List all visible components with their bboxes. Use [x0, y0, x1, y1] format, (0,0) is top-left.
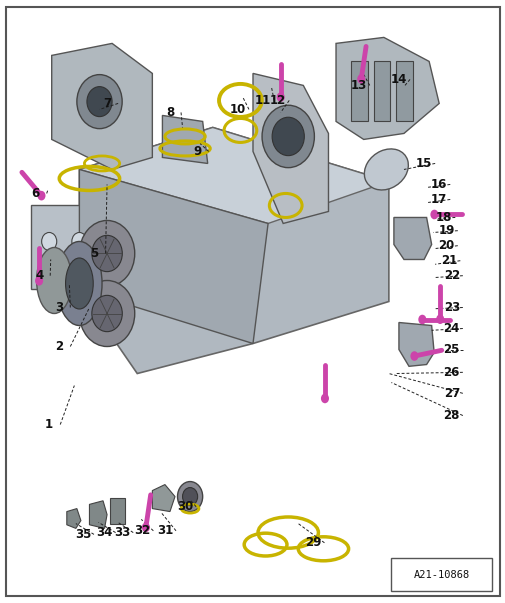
Ellipse shape	[66, 258, 93, 309]
Text: 28: 28	[443, 409, 459, 422]
Text: 4: 4	[35, 269, 43, 282]
Text: 12: 12	[270, 94, 286, 107]
Polygon shape	[398, 323, 433, 367]
Circle shape	[79, 280, 134, 347]
Circle shape	[320, 394, 328, 403]
Text: 3: 3	[55, 301, 63, 314]
Text: 23: 23	[443, 301, 459, 314]
Circle shape	[357, 74, 365, 84]
Text: 11: 11	[255, 94, 271, 107]
Polygon shape	[162, 115, 207, 163]
Polygon shape	[79, 127, 388, 373]
Circle shape	[72, 259, 87, 277]
Circle shape	[418, 315, 426, 324]
Bar	[350, 62, 367, 121]
Polygon shape	[79, 169, 268, 344]
Polygon shape	[152, 485, 175, 511]
Text: 8: 8	[166, 106, 174, 119]
Ellipse shape	[36, 247, 72, 314]
Text: 29: 29	[305, 536, 321, 549]
Circle shape	[77, 75, 122, 128]
Text: 34: 34	[96, 526, 113, 539]
Text: 13: 13	[350, 79, 366, 92]
Circle shape	[262, 106, 314, 168]
Circle shape	[182, 488, 197, 505]
Circle shape	[177, 482, 203, 511]
Circle shape	[79, 221, 134, 286]
Text: 22: 22	[443, 269, 459, 282]
Text: 35: 35	[75, 528, 91, 541]
Text: 16: 16	[430, 178, 446, 191]
Circle shape	[35, 276, 43, 286]
Bar	[110, 498, 124, 523]
Text: 30: 30	[177, 500, 193, 513]
Text: 10: 10	[229, 103, 245, 116]
Text: 32: 32	[134, 524, 150, 537]
Circle shape	[276, 92, 284, 102]
Circle shape	[72, 233, 87, 250]
Text: 1: 1	[45, 418, 53, 431]
Text: 19: 19	[438, 224, 454, 237]
Polygon shape	[252, 74, 328, 224]
Polygon shape	[79, 127, 388, 224]
Polygon shape	[52, 43, 152, 169]
FancyBboxPatch shape	[390, 558, 491, 592]
Ellipse shape	[364, 149, 408, 190]
Text: 5: 5	[90, 247, 98, 260]
Text: 18: 18	[435, 211, 451, 224]
Circle shape	[430, 210, 437, 219]
Circle shape	[92, 235, 122, 271]
Polygon shape	[30, 206, 112, 289]
Text: 21: 21	[440, 254, 457, 267]
Text: 27: 27	[443, 387, 459, 400]
Text: 2: 2	[55, 340, 63, 353]
Text: 25: 25	[443, 343, 459, 356]
Text: 33: 33	[114, 526, 130, 539]
Circle shape	[410, 351, 418, 361]
Text: 7: 7	[103, 97, 111, 110]
Polygon shape	[393, 218, 431, 259]
Text: 24: 24	[443, 322, 459, 335]
Circle shape	[87, 87, 112, 116]
Text: 31: 31	[157, 524, 173, 537]
Circle shape	[141, 523, 149, 532]
Circle shape	[41, 233, 57, 250]
Circle shape	[272, 117, 304, 156]
Ellipse shape	[57, 241, 102, 326]
Text: 6: 6	[31, 187, 40, 200]
Circle shape	[92, 295, 122, 332]
Text: 14: 14	[390, 73, 407, 86]
Bar	[395, 62, 412, 121]
Text: 9: 9	[193, 145, 201, 158]
Circle shape	[37, 191, 45, 200]
Text: A21-10868: A21-10868	[413, 570, 469, 580]
Polygon shape	[67, 508, 81, 528]
Text: 17: 17	[430, 193, 446, 206]
Polygon shape	[89, 500, 107, 528]
Text: 20: 20	[438, 239, 454, 252]
Polygon shape	[335, 37, 438, 139]
Circle shape	[41, 259, 57, 277]
Text: 15: 15	[415, 157, 431, 170]
Bar	[373, 62, 390, 121]
Text: 26: 26	[443, 366, 459, 379]
Circle shape	[435, 314, 443, 324]
